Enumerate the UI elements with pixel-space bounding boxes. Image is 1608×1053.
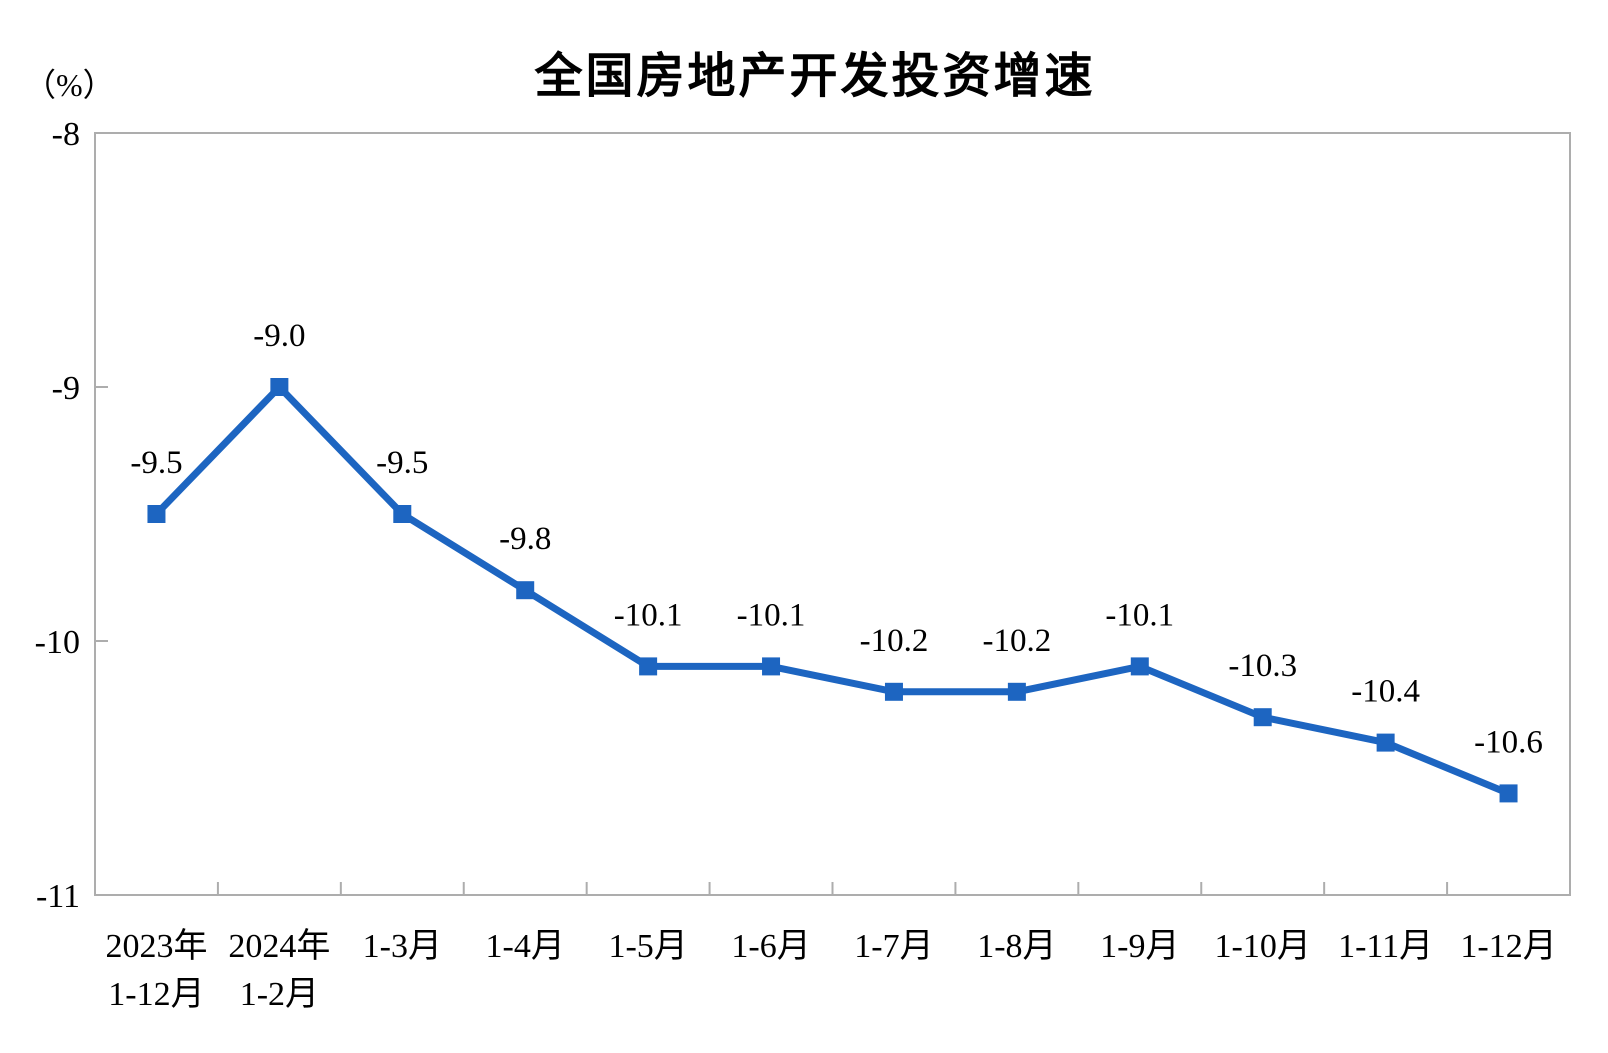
data-point-label: -10.6 (1474, 724, 1543, 760)
data-point-marker (1007, 682, 1026, 701)
x-category-label: 1-4月 (486, 928, 565, 965)
x-category-label: 1-8月 (977, 928, 1056, 965)
data-point-marker (1376, 733, 1395, 752)
x-category-label: 1-12月 (108, 976, 204, 1013)
x-category-label: 2024年 (228, 927, 330, 965)
data-point-marker (884, 682, 903, 701)
data-point-label: -10.2 (860, 623, 929, 659)
x-category-label: 1-5月 (608, 928, 687, 965)
y-axis-unit-label: （%） (24, 67, 115, 103)
data-point-marker (1130, 657, 1149, 676)
plot-area-border (94, 132, 1571, 896)
data-point-label: -10.4 (1351, 674, 1420, 710)
x-category-label: 1-2月 (240, 976, 319, 1013)
y-tick-label: -10 (35, 624, 80, 661)
x-category-label: 1-3月 (363, 928, 442, 965)
plot-layer: -8 -9 -10 -11 2023年 1-12月 2024年 1-2月 1-3月 1-4月 1-5… (35, 116, 1571, 1013)
data-point-label: -10.2 (983, 623, 1052, 659)
data-point-label: -10.1 (614, 597, 683, 633)
data-point-label: -9.5 (376, 445, 428, 481)
y-tick-label: -9 (52, 370, 80, 407)
x-category-label: 1-10月 (1215, 928, 1311, 965)
x-category-label: 1-12月 (1460, 928, 1556, 965)
data-point-label: -10.1 (737, 597, 806, 633)
data-point-marker (639, 657, 658, 676)
x-category-label: 1-9月 (1100, 928, 1179, 965)
data-point-label: -10.1 (1105, 597, 1174, 633)
chart-title: 全国房地产开发投资增速 (533, 49, 1095, 103)
trend-line (152, 383, 1513, 797)
y-tick-label: -8 (52, 116, 80, 153)
data-point-marker (516, 581, 535, 600)
data-point-label: -9.0 (253, 318, 305, 354)
y-tick-label: -11 (36, 878, 80, 915)
data-point-marker (762, 657, 781, 676)
x-category-label: 1-7月 (854, 928, 933, 965)
data-point-marker (1499, 784, 1518, 803)
x-category-label: 2023年 (105, 927, 207, 965)
data-point-label: -9.5 (130, 445, 182, 481)
data-point-label: -9.8 (499, 521, 551, 557)
data-point-marker (147, 505, 166, 523)
data-point-marker (393, 505, 412, 523)
x-category-label: 1-6月 (731, 928, 810, 965)
data-point-label: -10.3 (1228, 648, 1297, 684)
data-point-marker (1253, 708, 1272, 727)
data-point-marker (270, 378, 289, 396)
x-category-label: 1-11月 (1338, 928, 1433, 965)
